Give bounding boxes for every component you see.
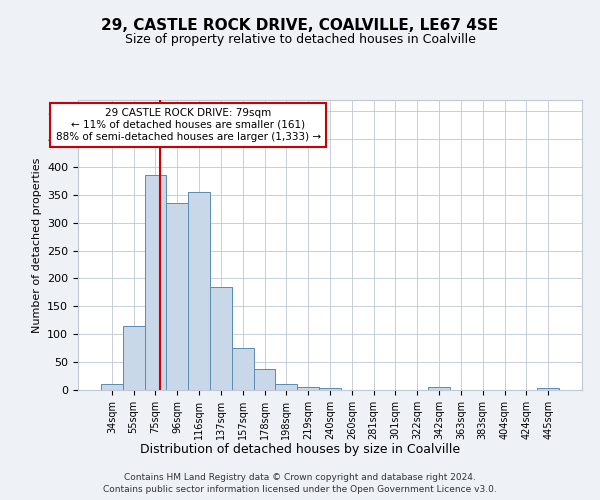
Bar — [297, 386, 319, 390]
Text: Size of property relative to detached houses in Coalville: Size of property relative to detached ho… — [125, 32, 475, 46]
Text: 29, CASTLE ROCK DRIVE, COALVILLE, LE67 4SE: 29, CASTLE ROCK DRIVE, COALVILLE, LE67 4… — [101, 18, 499, 32]
Bar — [123, 326, 145, 390]
Bar — [319, 388, 341, 390]
Bar — [537, 388, 559, 390]
Text: 29 CASTLE ROCK DRIVE: 79sqm
← 11% of detached houses are smaller (161)
88% of se: 29 CASTLE ROCK DRIVE: 79sqm ← 11% of det… — [56, 108, 321, 142]
Y-axis label: Number of detached properties: Number of detached properties — [32, 158, 41, 332]
Bar — [275, 384, 297, 390]
Bar — [232, 348, 254, 390]
Bar — [145, 176, 166, 390]
Bar — [254, 369, 275, 390]
Bar — [210, 287, 232, 390]
Text: Contains HM Land Registry data © Crown copyright and database right 2024.: Contains HM Land Registry data © Crown c… — [124, 472, 476, 482]
Bar — [101, 384, 123, 390]
Bar — [166, 203, 188, 390]
Bar — [428, 387, 450, 390]
Bar — [188, 192, 210, 390]
Text: Distribution of detached houses by size in Coalville: Distribution of detached houses by size … — [140, 442, 460, 456]
Text: Contains public sector information licensed under the Open Government Licence v3: Contains public sector information licen… — [103, 485, 497, 494]
